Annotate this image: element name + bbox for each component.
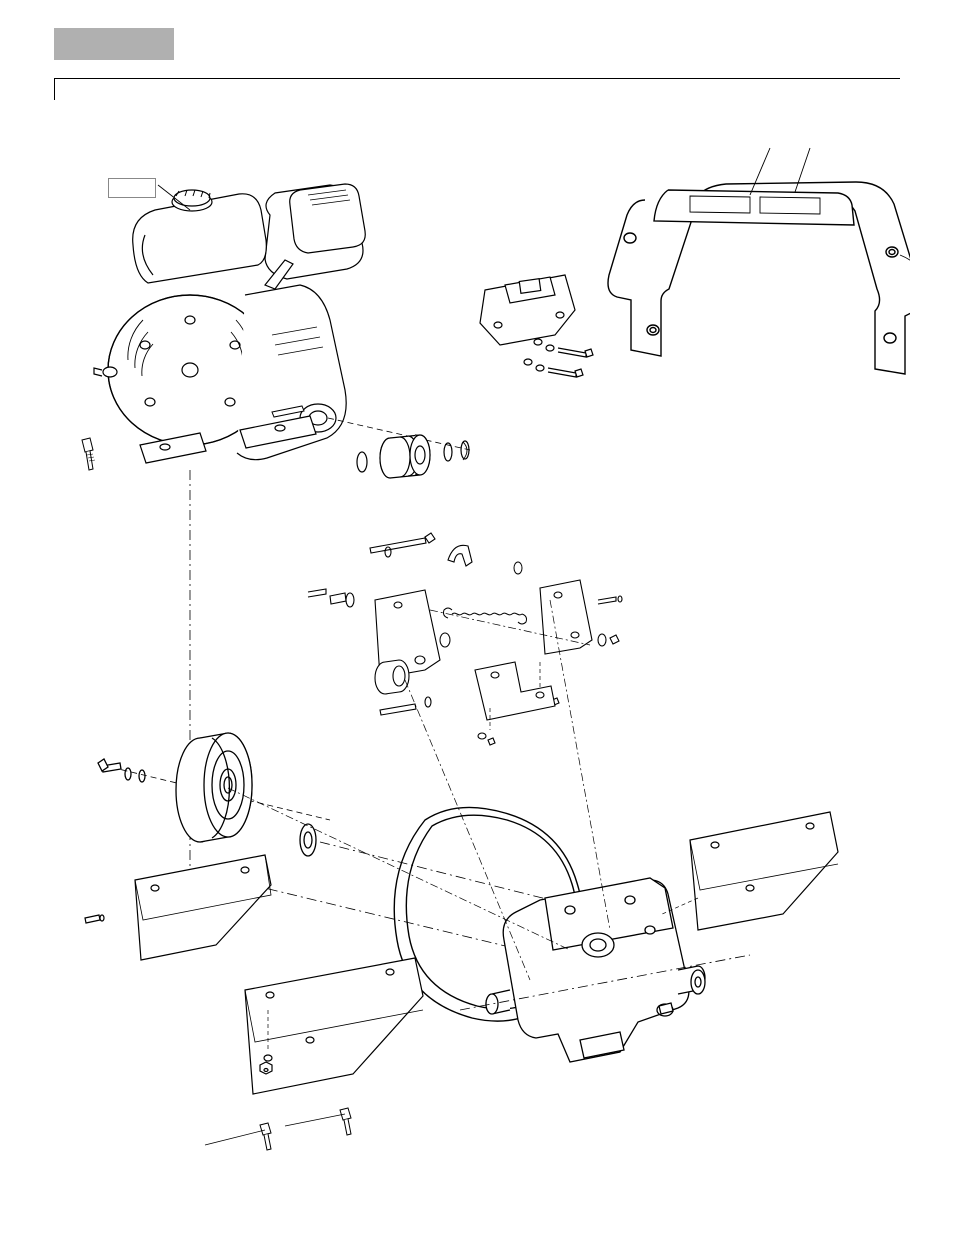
chassis-plate-right bbox=[660, 812, 838, 930]
engine-pulley bbox=[328, 418, 470, 478]
l-bracket bbox=[475, 662, 555, 745]
tension-spring bbox=[444, 608, 527, 624]
diagram-svg bbox=[50, 140, 910, 1190]
chassis-plate-left bbox=[85, 855, 271, 960]
chassis-plate-front bbox=[245, 958, 423, 1094]
engine-group bbox=[94, 184, 365, 463]
bottom-bolts bbox=[205, 1108, 351, 1150]
spring-anchor bbox=[540, 580, 622, 705]
header-rule-vert bbox=[54, 78, 55, 100]
header-gray-bar bbox=[54, 28, 174, 60]
throttle-bracket bbox=[480, 275, 593, 377]
header-rule bbox=[54, 78, 900, 79]
engine-bolt bbox=[82, 438, 95, 470]
driven-pulley bbox=[98, 733, 330, 856]
exploded-diagram bbox=[50, 140, 910, 1180]
belt-cover bbox=[608, 148, 910, 374]
idler-assembly bbox=[308, 533, 472, 715]
